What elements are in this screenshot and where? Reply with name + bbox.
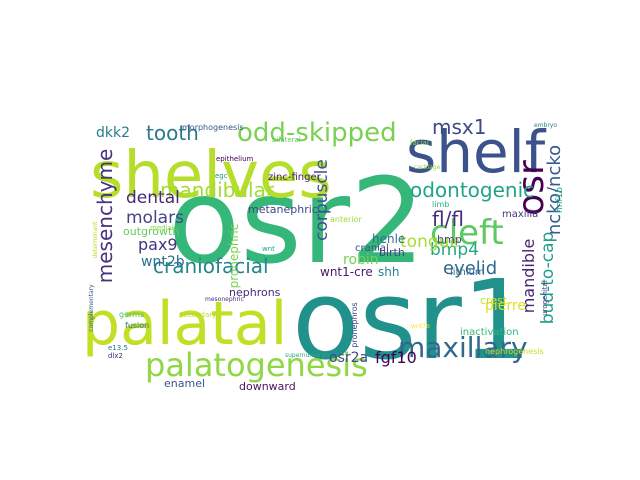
cloud-word: pierre bbox=[485, 298, 526, 314]
cloud-word: complementary bbox=[88, 284, 95, 332]
cloud-word: inactivation bbox=[460, 327, 519, 338]
cloud-word: downward bbox=[239, 380, 296, 393]
cloud-word: maxillary bbox=[398, 331, 528, 364]
cloud-word: determinant bbox=[92, 221, 99, 259]
cloud-word: palatogenesis bbox=[145, 346, 368, 384]
cloud-word: shh bbox=[378, 265, 399, 279]
cloud-word: fusion bbox=[125, 321, 149, 330]
cloud-word: corpuscle bbox=[312, 159, 332, 241]
cloud-word: pax9 bbox=[138, 235, 178, 254]
cloud-word: mandibular bbox=[160, 178, 275, 202]
cloud-word: maxilla bbox=[502, 209, 538, 220]
cloud-word: morphogenesis bbox=[182, 123, 244, 132]
cloud-word: nephrons bbox=[229, 286, 281, 299]
cloud-word: limb bbox=[432, 200, 449, 209]
cloud-word: fl/fl bbox=[432, 207, 464, 231]
cloud-word: urogenital bbox=[541, 280, 549, 316]
cloud-word: odontogenic bbox=[410, 178, 534, 202]
cloud-word: wnt bbox=[262, 245, 275, 253]
cloud-word: bmp4 bbox=[430, 240, 479, 260]
cloud-word: wnt1-cre bbox=[320, 265, 373, 279]
cloud-word: tongue bbox=[400, 232, 460, 252]
cloud-word: metanephric bbox=[248, 203, 318, 216]
cloud-word: nephrogenesis bbox=[485, 347, 544, 356]
cloud-word: dental bbox=[126, 188, 180, 208]
cloud-word: cartilage bbox=[414, 164, 441, 171]
cloud-word: tooth bbox=[146, 121, 199, 145]
cloud-word: osr1 bbox=[292, 256, 532, 384]
cloud-word: mesonephric bbox=[205, 296, 244, 303]
cloud-word: shelves bbox=[90, 139, 332, 213]
cloud-word: lithium bbox=[450, 267, 485, 278]
cloud-word: hnf1b bbox=[555, 187, 565, 213]
cloud-word: mesenchyme bbox=[93, 149, 117, 283]
cloud-word: robin bbox=[343, 252, 379, 268]
cloud-word: shelf bbox=[406, 118, 547, 186]
cloud-word: facial bbox=[410, 139, 429, 147]
cloud-word: cranial bbox=[355, 243, 389, 254]
cloud-word: palatal bbox=[82, 289, 287, 359]
cloud-word: dkk2 bbox=[96, 125, 130, 141]
cloud-word: zinc-finger bbox=[268, 172, 322, 183]
cloud-word: cleft bbox=[430, 213, 504, 253]
cloud-word: pronephric bbox=[227, 224, 241, 289]
cloud-word: germs bbox=[119, 310, 144, 319]
cloud-word: anterior bbox=[330, 215, 362, 224]
cloud-word: embryo bbox=[534, 122, 557, 129]
cloud-word: dlx2 bbox=[108, 352, 123, 360]
cloud-word: enamel bbox=[164, 377, 205, 390]
cloud-word: e13.5 bbox=[108, 344, 128, 352]
cloud-word: molars bbox=[126, 208, 184, 228]
cloud-word: wnt7b bbox=[411, 323, 430, 330]
cloud-word: osr2 bbox=[168, 152, 425, 290]
cloud-word: secondary bbox=[180, 311, 216, 319]
cloud-word: supernumerary bbox=[285, 352, 332, 359]
cloud-word: eyelid bbox=[443, 258, 497, 279]
cloud-word: msx1 bbox=[432, 115, 486, 139]
cloud-word: odd-skipped bbox=[237, 118, 397, 148]
cloud-word: egc bbox=[215, 172, 228, 180]
cloud-word: craniofacial bbox=[153, 254, 269, 278]
cloud-word: epithelium bbox=[216, 155, 254, 163]
cloud-word: wnt2b bbox=[141, 254, 185, 270]
cloud-word: bmp bbox=[437, 233, 462, 246]
cloud-word: bud-to-cap bbox=[538, 232, 558, 325]
cloud-word: ncko/ncko bbox=[544, 145, 565, 235]
cloud-word: osr2a bbox=[329, 350, 368, 366]
cloud-word: outgrowth bbox=[123, 225, 179, 238]
cloud-word: henle bbox=[372, 232, 405, 246]
cloud-word: osr bbox=[511, 160, 552, 216]
cloud-word: crest bbox=[480, 294, 508, 307]
cloud-word: fgf10 bbox=[375, 348, 417, 367]
cloud-word: birth bbox=[379, 246, 405, 259]
cloud-word: bilateral bbox=[272, 136, 301, 144]
cloud-word: mandible bbox=[519, 239, 538, 314]
cloud-word: pronephros bbox=[350, 302, 359, 347]
cloud-word: medial bbox=[150, 224, 174, 232]
